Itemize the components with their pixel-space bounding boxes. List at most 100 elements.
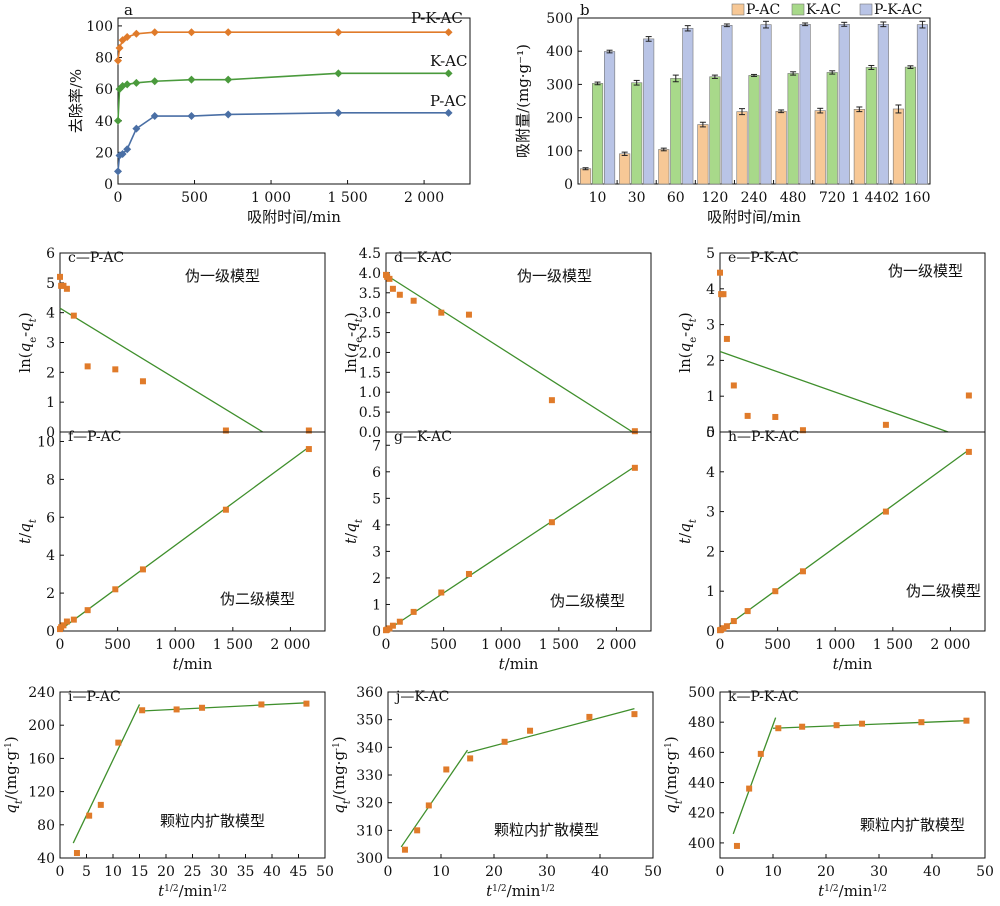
d-ytick-label: 0.0 <box>359 425 381 441</box>
fit-line <box>72 704 141 844</box>
data-point <box>631 428 638 435</box>
panel-label: j—K-AC <box>394 689 449 705</box>
a-xtick-label: 1 500 <box>328 190 368 206</box>
panel-label: d—K-AC <box>394 250 452 266</box>
y-axis-title: qt/(mg·g-1) <box>2 736 25 813</box>
data-point <box>222 506 229 513</box>
legend-swatch-K-AC <box>791 3 805 16</box>
f-ytick-label: 2 <box>46 586 55 602</box>
data-point <box>631 464 638 471</box>
panel-label: c—P-AC <box>68 250 124 266</box>
panel-label: b <box>580 1 590 19</box>
j-xtick-label: 20 <box>485 864 503 880</box>
k-ytick-label: 420 <box>688 806 715 822</box>
g-ytick-label: 7 <box>372 438 381 454</box>
data-point <box>799 568 806 575</box>
data-point <box>112 366 119 373</box>
data-point <box>438 589 445 596</box>
a-xtick-label: 0 <box>114 190 123 206</box>
data-point <box>438 309 445 316</box>
fit-line <box>719 449 970 632</box>
legend-swatch-P-AC <box>731 3 745 16</box>
bar-P-K-AC <box>643 38 655 185</box>
data-point <box>443 766 450 773</box>
i-xtick-label: 45 <box>290 864 308 880</box>
k-ytick-label: 400 <box>688 836 715 852</box>
f-xtick-label: 1 000 <box>155 637 195 653</box>
data-point <box>501 738 508 745</box>
data-point <box>799 427 806 434</box>
data-point <box>757 750 764 757</box>
legend-label: P-K-AC <box>874 2 922 18</box>
data-point <box>70 312 77 319</box>
bar-K-AC <box>709 76 721 185</box>
bar-P-K-AC <box>760 24 772 185</box>
data-point <box>720 625 727 632</box>
data-point <box>63 618 70 625</box>
j-ytick-label: 340 <box>356 740 383 756</box>
data-point <box>139 707 146 714</box>
data-point <box>548 397 555 404</box>
bar-K-AC <box>748 75 760 185</box>
data-point <box>467 755 474 762</box>
h-xtick-label: 1 000 <box>815 637 855 653</box>
g-plot-frame <box>385 431 652 632</box>
x-axis-title: t1/2/min1/2 <box>486 882 555 900</box>
x-axis-title: t/min <box>833 655 873 673</box>
category-label: 10 <box>589 190 607 206</box>
data-point <box>859 720 866 727</box>
i-xtick-label: 20 <box>157 864 175 880</box>
data-point <box>723 335 730 342</box>
i-xtick-label: 30 <box>210 864 228 880</box>
data-point-P-K-AC <box>224 28 233 37</box>
a-xtick-label: 500 <box>181 190 208 206</box>
data-point-P-K-AC <box>132 29 141 38</box>
d-ytick-label: 2.0 <box>359 345 381 361</box>
data-point <box>410 297 417 304</box>
f-xtick-label: 1 500 <box>213 637 253 653</box>
data-point <box>303 700 310 707</box>
data-point <box>965 392 972 399</box>
bar-P-K-AC <box>877 24 889 185</box>
data-point <box>730 618 737 625</box>
data-point <box>425 802 432 809</box>
fit-line <box>385 274 633 433</box>
d-ytick-label: 2.5 <box>359 326 381 342</box>
b-ytick-label: 100 <box>546 144 573 160</box>
g-ytick-label: 3 <box>372 544 381 560</box>
d-ytick-label: 1.5 <box>359 365 381 381</box>
category-label: 480 <box>780 190 807 206</box>
k-ytick-label: 440 <box>688 776 715 792</box>
g-xtick-label: 1 500 <box>539 637 579 653</box>
data-point <box>733 842 740 849</box>
y-axis-title: 去除率/% <box>67 69 85 133</box>
panel-j: 300 310 320 330 340 350 360 0 10 20 30 40 50 j—K-AC 颗粒… <box>330 685 662 900</box>
data-point <box>775 725 782 732</box>
h-ytick-label: 4 <box>706 465 715 481</box>
c-ytick-label: 2 <box>46 365 55 381</box>
y-axis-title: ln(qe-qt) <box>342 312 365 372</box>
fit-line <box>719 350 949 433</box>
i-xtick-label: 35 <box>237 864 255 880</box>
a-ytick-label: 60 <box>95 82 113 98</box>
bar-P-AC <box>580 168 592 185</box>
g-ytick-label: 4 <box>372 518 381 534</box>
series-line-P-K-AC <box>117 31 449 61</box>
data-point-P-K-AC <box>115 44 124 53</box>
f-xtick-label: 2 000 <box>270 637 310 653</box>
data-point-P-AC <box>150 112 159 121</box>
data-point <box>86 812 93 819</box>
k-ytick-label: 480 <box>688 715 715 731</box>
f-xtick-label: 500 <box>104 637 131 653</box>
f-ytick-label: 4 <box>46 548 55 564</box>
data-point <box>772 413 779 420</box>
x-axis-title: 吸附时间/min <box>247 208 341 226</box>
data-point <box>60 622 67 629</box>
data-point <box>112 586 119 593</box>
a-ytick-label: 100 <box>86 19 113 35</box>
b-ytick-label: 400 <box>546 44 573 60</box>
data-point <box>115 739 122 746</box>
bar-P-K-AC <box>799 24 811 185</box>
data-point <box>548 519 555 526</box>
c-ytick-label: 4 <box>46 306 55 322</box>
